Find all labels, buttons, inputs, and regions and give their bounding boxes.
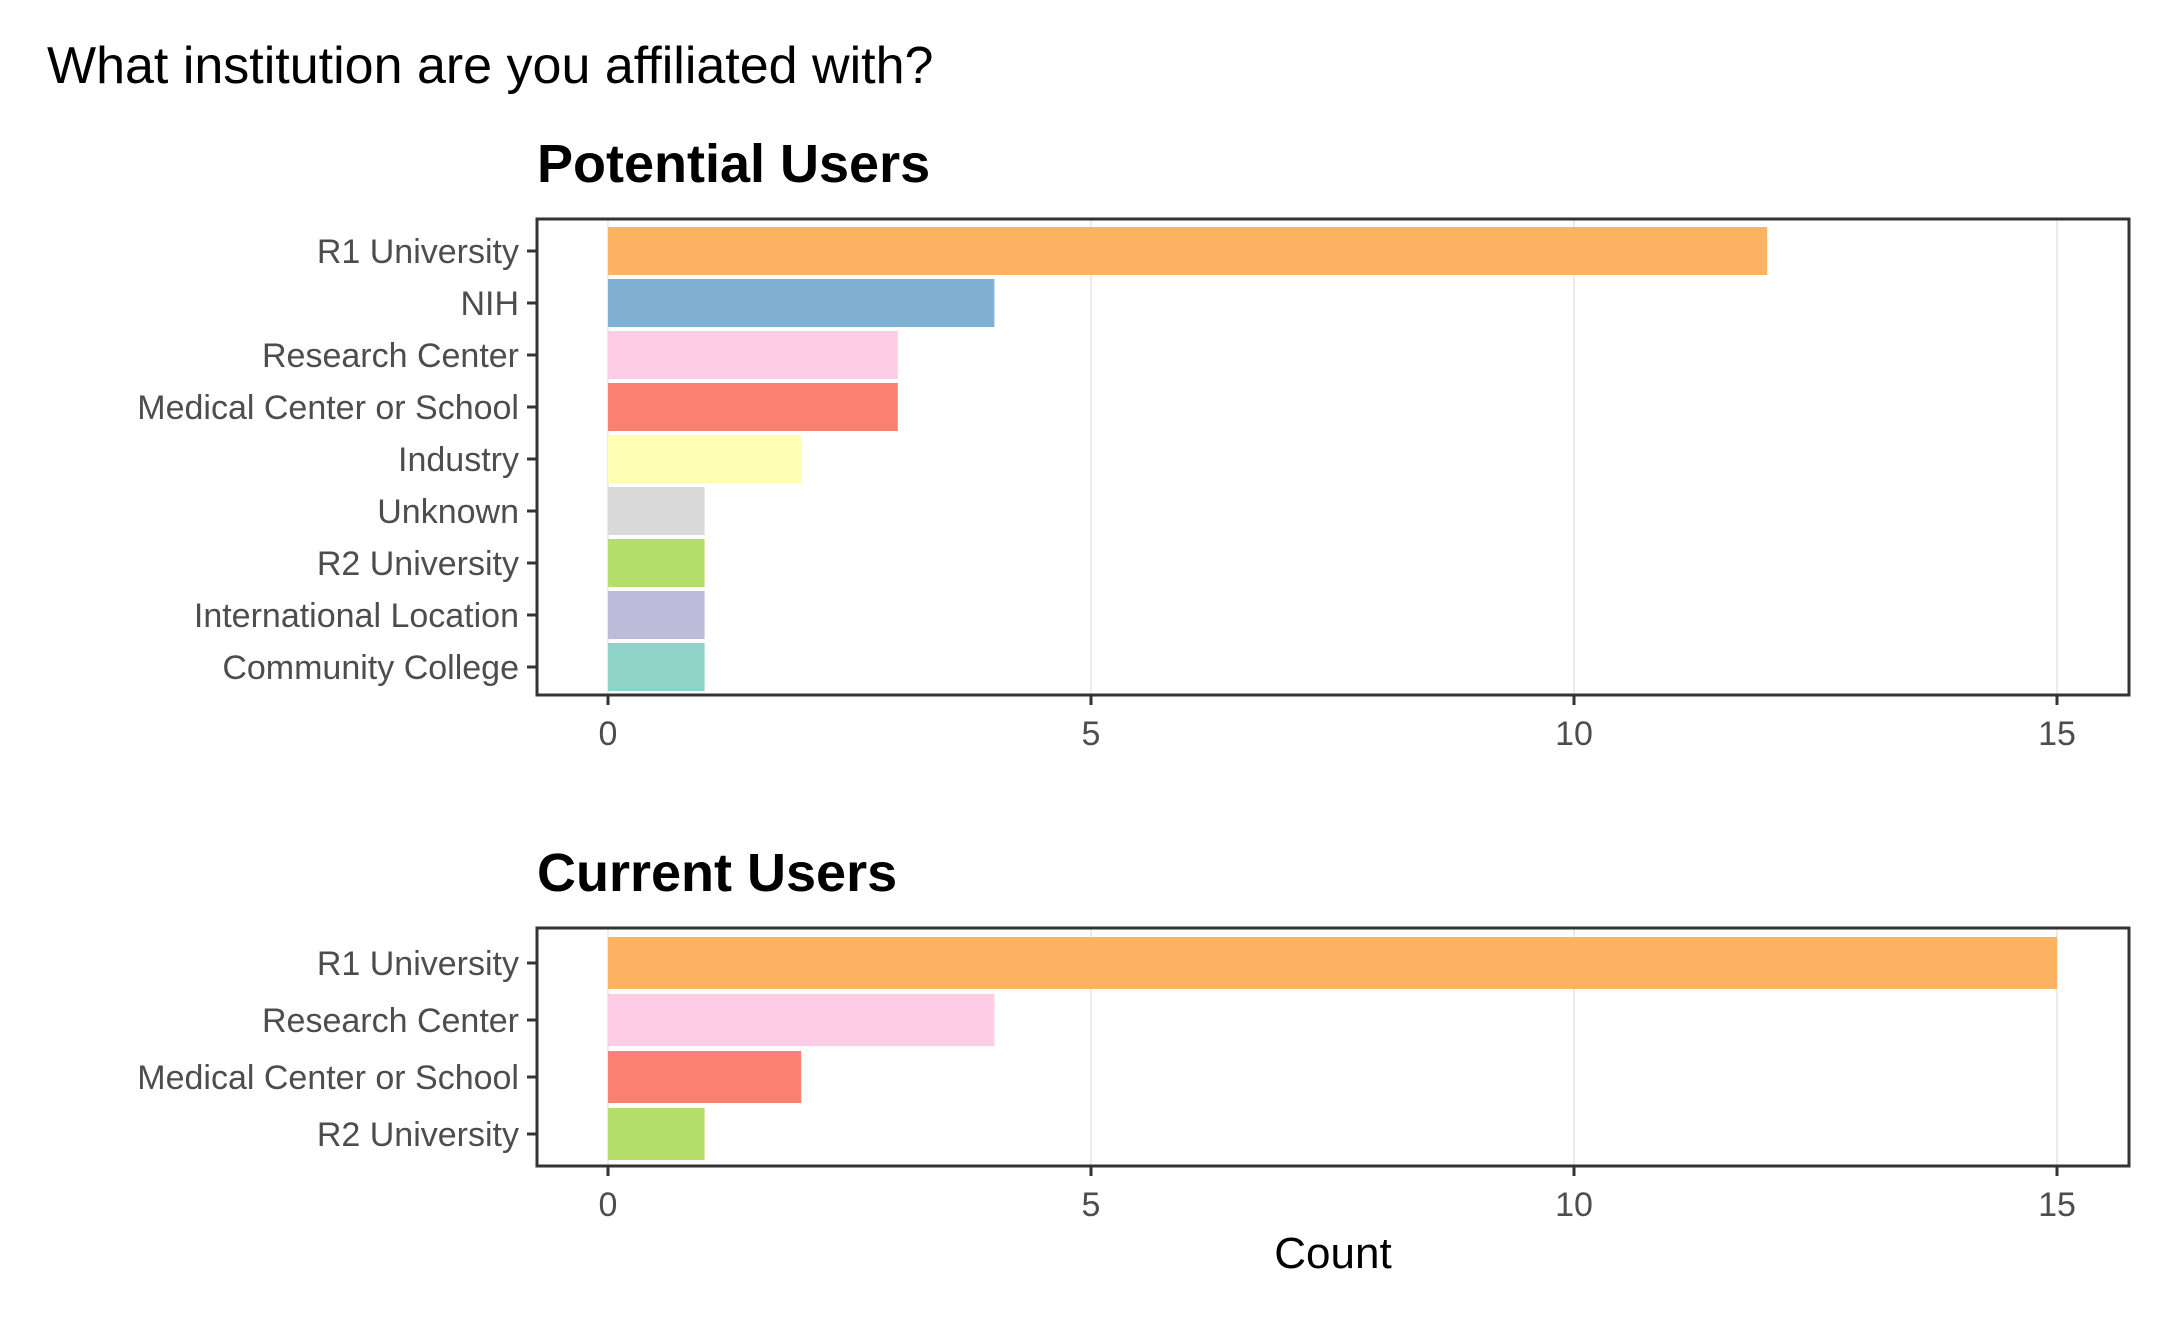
x-tick-label: 5 xyxy=(1082,1186,1101,1224)
x-tick-label: 0 xyxy=(599,1186,618,1224)
bar xyxy=(608,643,705,691)
current-users-panel: Current Users R1 University Research Cent… xyxy=(137,843,2131,1224)
category-label: Research Center xyxy=(262,337,519,375)
category-label: International Location xyxy=(194,597,519,635)
panel-title: Potential Users xyxy=(537,134,930,194)
x-tick-label: 15 xyxy=(2038,1186,2076,1224)
bar xyxy=(608,539,705,587)
category-label: Medical Center or School xyxy=(137,1059,519,1097)
x-tick-label: 5 xyxy=(1082,715,1101,753)
panel-title: Current Users xyxy=(537,843,897,903)
bar xyxy=(608,435,802,483)
category-label: R2 University xyxy=(317,545,519,583)
category-label: R1 University xyxy=(317,233,519,271)
category-label: Medical Center or School xyxy=(137,389,519,427)
category-label: NIH xyxy=(460,285,519,323)
bar xyxy=(608,994,995,1046)
bar xyxy=(608,937,2057,989)
category-label: Research Center xyxy=(262,1002,519,1040)
bar xyxy=(608,383,898,431)
x-tick-label: 0 xyxy=(599,715,618,753)
x-axis-title: Count xyxy=(1274,1229,1391,1278)
bar xyxy=(608,279,995,327)
bar xyxy=(608,591,705,639)
bar xyxy=(608,1051,802,1103)
category-label: Industry xyxy=(398,441,519,479)
bar xyxy=(608,331,898,379)
category-label: Unknown xyxy=(377,493,519,531)
bar xyxy=(608,227,1768,275)
panel-border xyxy=(535,926,2131,1168)
category-label: R2 University xyxy=(317,1116,519,1154)
bar xyxy=(608,1108,705,1160)
x-tick-label: 15 xyxy=(2038,715,2076,753)
panel-border xyxy=(535,217,2131,697)
category-label: R1 University xyxy=(317,945,519,983)
potential-users-panel: Potential Users R1 University NIH Research… xyxy=(137,134,2131,753)
bar xyxy=(608,487,705,535)
category-label: Community College xyxy=(222,649,519,687)
x-tick-label: 10 xyxy=(1555,1186,1593,1224)
figure-title: What institution are you affiliated with… xyxy=(47,37,933,95)
x-tick-label: 10 xyxy=(1555,715,1593,753)
